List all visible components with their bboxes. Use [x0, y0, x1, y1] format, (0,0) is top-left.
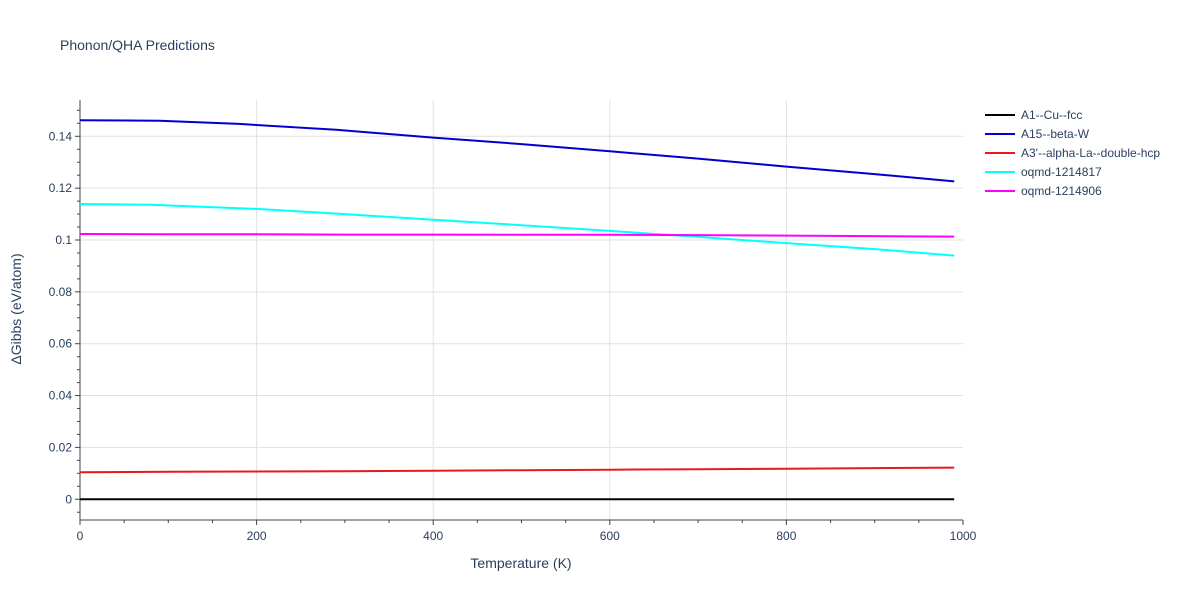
x-tick-label: 1000	[950, 529, 977, 543]
legend-label: A3'--alpha-La--double-hcp	[1021, 146, 1160, 160]
series-line-oqmd-1214906[interactable]	[79, 233, 955, 238]
legend-label: oqmd-1214906	[1021, 184, 1102, 198]
y-tick-label: 0.06	[49, 337, 73, 351]
y-tick-label: 0.12	[49, 181, 73, 195]
legend-label: A15--beta-W	[1021, 127, 1090, 141]
legend-item[interactable]: A1--Cu--fcc	[985, 108, 1082, 122]
chart-title: Phonon/QHA Predictions	[60, 37, 215, 53]
x-tick-label: 800	[776, 529, 796, 543]
series-lines	[79, 119, 955, 501]
x-tick-label: 200	[247, 529, 267, 543]
legend[interactable]: A1--Cu--fcc A15--beta-W A3'--alpha-La--dou…	[985, 108, 1160, 198]
legend-item[interactable]: oqmd-1214906	[985, 184, 1102, 198]
series-line-oqmd-1214817[interactable]	[79, 203, 955, 257]
y-tick-label: 0.08	[49, 285, 73, 299]
y-tick-label: 0.1	[55, 233, 72, 247]
series-line-a3-alpha-la-double-hcp[interactable]	[79, 466, 955, 474]
x-tick-label: 600	[600, 529, 620, 543]
y-tick-label: 0	[65, 492, 72, 506]
axes	[75, 100, 964, 525]
x-tick-label: 0	[77, 529, 84, 543]
legend-label: A1--Cu--fcc	[1021, 108, 1082, 122]
legend-label: oqmd-1214817	[1021, 165, 1102, 179]
x-axis-title: Temperature (K)	[470, 555, 571, 571]
legend-item[interactable]: oqmd-1214817	[985, 165, 1102, 179]
grid	[80, 100, 963, 520]
x-tick-label: 400	[423, 529, 443, 543]
legend-item[interactable]: A3'--alpha-La--double-hcp	[985, 146, 1160, 160]
series-line-a15-beta-w[interactable]	[79, 119, 955, 183]
y-axis-title: ΔGibbs (eV/atom)	[8, 253, 24, 364]
y-tick-label: 0.14	[49, 129, 73, 143]
y-tick-label: 0.04	[49, 389, 73, 403]
legend-item[interactable]: A15--beta-W	[985, 127, 1090, 141]
y-tick-label: 0.02	[49, 440, 73, 454]
tick-labels: 0 200 400 600 800 1000 0 0.02 0.04 0.06 0.08 0.1 0.1…	[49, 129, 977, 543]
